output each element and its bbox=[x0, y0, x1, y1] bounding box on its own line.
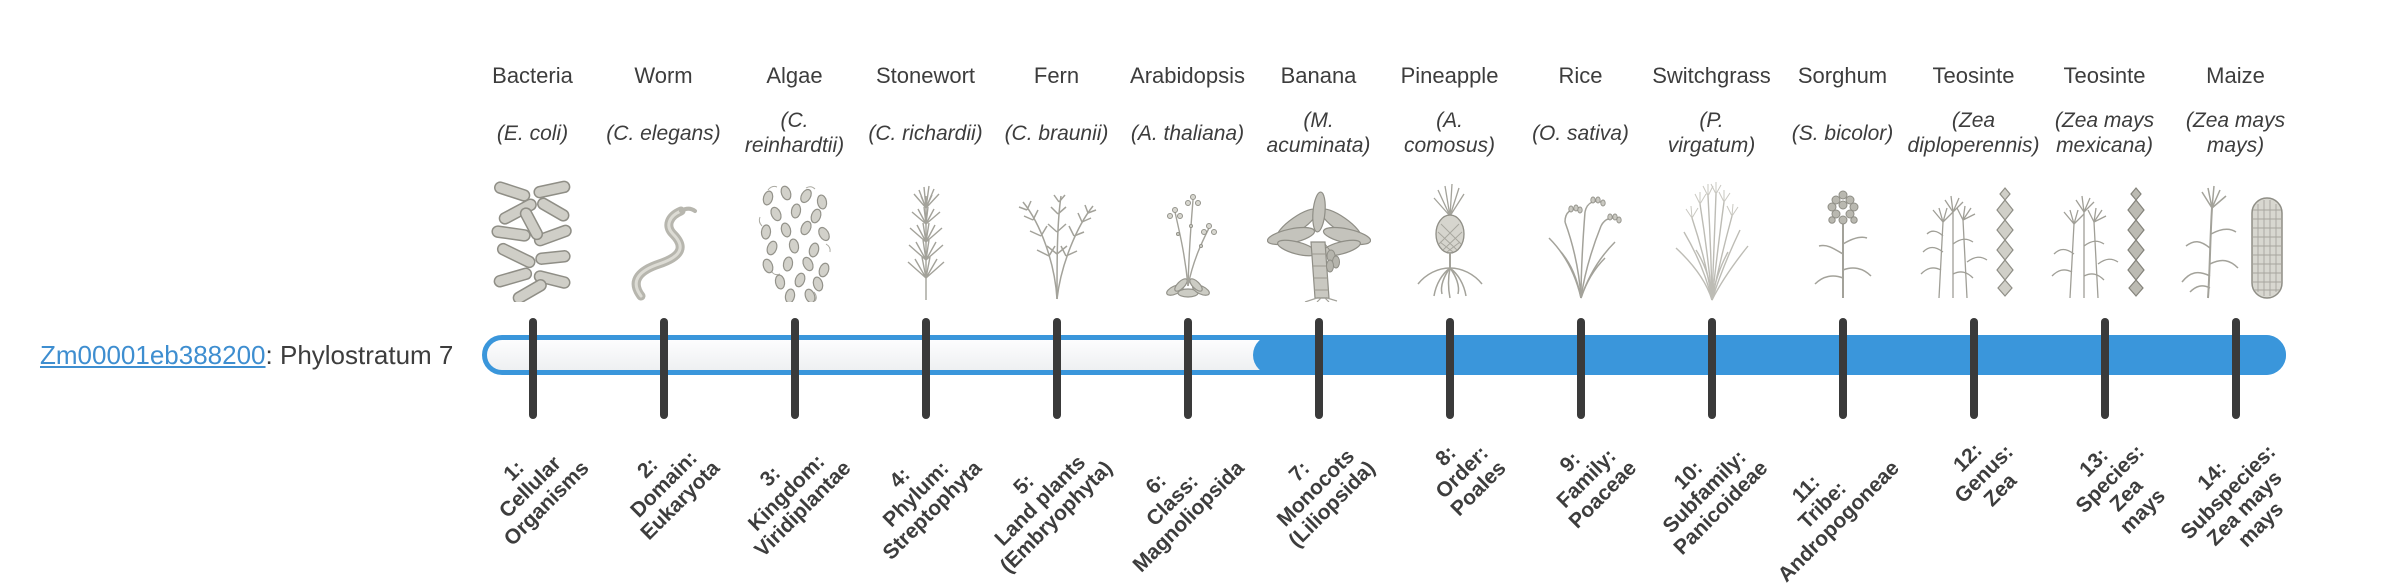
phylostratum-tick bbox=[1314, 318, 1323, 419]
phylostratum-tick bbox=[2231, 318, 2240, 419]
organism-name: Switchgrass bbox=[1652, 63, 1771, 88]
organism-species: (C. reinhardtii) bbox=[744, 109, 845, 157]
phylostratum-tick bbox=[528, 318, 537, 419]
phylostratum-tick bbox=[2100, 318, 2109, 419]
stonewort-icon bbox=[898, 182, 954, 302]
gene-phylostratum-text: : Phylostratum 7 bbox=[265, 340, 454, 370]
phylostratum-tick bbox=[1576, 318, 1585, 419]
organism-image bbox=[1646, 168, 1777, 302]
phylostrata-chart: Bacteria (E. coli) 1: Cellular Organisms Wor… bbox=[467, 0, 2301, 587]
fern-icon bbox=[1011, 184, 1103, 302]
organism-image bbox=[991, 168, 1122, 302]
phylostratum-tick bbox=[790, 318, 799, 419]
organism-species: (M. acuminata) bbox=[1266, 109, 1371, 157]
organism-image bbox=[1515, 168, 1646, 302]
organism-species: (C. richardii) bbox=[868, 121, 983, 145]
organism-species: (S. bicolor) bbox=[1791, 121, 1894, 145]
organism-image bbox=[467, 168, 598, 302]
organism-species: (E. coli) bbox=[496, 121, 569, 145]
gene-link[interactable]: Zm00001eb388200 bbox=[40, 340, 266, 370]
teosinte-mexicana-icon bbox=[2050, 182, 2160, 302]
organism-species: (O. sativa) bbox=[1532, 121, 1629, 145]
rice-icon bbox=[1535, 182, 1627, 302]
teosinte-diploperennis-icon bbox=[1919, 182, 2029, 302]
organism-name: Algae bbox=[766, 63, 823, 88]
phylostratum-tick bbox=[1969, 318, 1978, 419]
organism-species: (C. elegans) bbox=[606, 121, 721, 145]
organism-name: Sorghum bbox=[1797, 63, 1888, 88]
bacteria-icon bbox=[490, 180, 576, 302]
organism-species: (Zea diploperennis) bbox=[1907, 109, 2040, 157]
phylostratum-tick bbox=[1052, 318, 1061, 419]
organism-image bbox=[598, 168, 729, 302]
maize-icon bbox=[2180, 180, 2292, 302]
organism-name: Maize bbox=[2206, 63, 2265, 88]
organism-name: Arabidopsis bbox=[1130, 63, 1245, 88]
worm-icon bbox=[625, 206, 703, 302]
organism-species: (A. comosus) bbox=[1403, 109, 1496, 157]
organism-species: (Zea mays mexicana) bbox=[2054, 109, 2155, 157]
organism-name: Stonewort bbox=[875, 63, 976, 88]
phylostrata-bar-fill bbox=[1253, 335, 2286, 375]
organism-name: Rice bbox=[1558, 63, 1603, 88]
phylostratum-tick bbox=[1838, 318, 1847, 419]
organism-name: Pineapple bbox=[1400, 63, 1499, 88]
organism-species: (Zea mays mays) bbox=[2185, 109, 2286, 157]
organism-name: Bacteria bbox=[492, 63, 573, 88]
organism-image bbox=[1908, 168, 2039, 302]
organism-image bbox=[860, 168, 991, 302]
organism-image bbox=[1253, 168, 1384, 302]
organism-species: (P. virgatum) bbox=[1667, 109, 1756, 157]
switchgrass-icon bbox=[1666, 182, 1758, 302]
organism-image bbox=[2039, 168, 2170, 302]
gene-label: Zm00001eb388200: Phylostratum 7 bbox=[40, 339, 453, 371]
phylostratum-tick bbox=[1445, 318, 1454, 419]
phylostratum-tick bbox=[1707, 318, 1716, 419]
organism-image bbox=[1384, 168, 1515, 302]
phylostratum-tick bbox=[1183, 318, 1192, 419]
banana-icon bbox=[1266, 180, 1371, 302]
organism-name: Worm bbox=[634, 63, 693, 88]
organism-name: Teosinte bbox=[2063, 63, 2146, 88]
phylostratum-tick bbox=[921, 318, 930, 419]
organism-image bbox=[2170, 168, 2301, 302]
organism-name: Teosinte bbox=[1932, 63, 2015, 88]
organism-name: Fern bbox=[1033, 63, 1080, 88]
organism-species: (C. braunii) bbox=[1004, 121, 1109, 145]
sorghum-icon bbox=[1807, 182, 1879, 302]
organism-image bbox=[1122, 168, 1253, 302]
organism-image bbox=[1777, 168, 1908, 302]
phylostratum-tick bbox=[659, 318, 668, 419]
organism-species: (A. thaliana) bbox=[1130, 121, 1245, 145]
algae-icon bbox=[756, 184, 834, 302]
arabidopsis-icon bbox=[1151, 184, 1225, 302]
organism-name: Banana bbox=[1280, 63, 1357, 88]
organism-image bbox=[729, 168, 860, 302]
pineapple-icon bbox=[1412, 182, 1488, 302]
